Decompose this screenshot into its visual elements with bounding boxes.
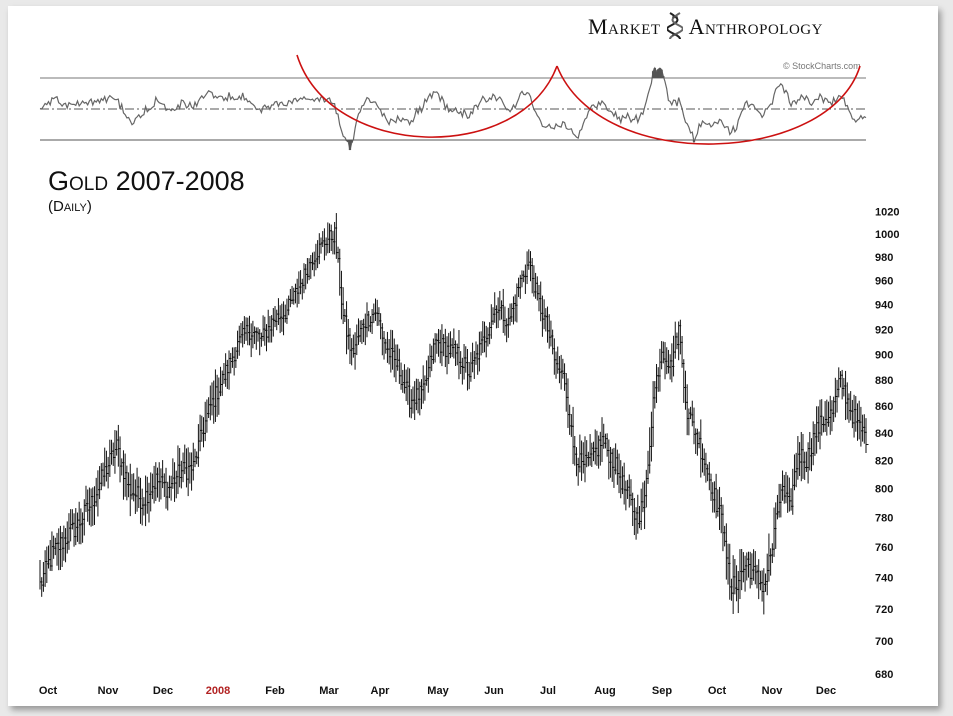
x-tick-label: Dec <box>816 685 836 697</box>
y-tick-label: 740 <box>875 573 893 585</box>
y-tick-label: 920 <box>875 324 893 336</box>
x-tick-label: Feb <box>265 685 285 697</box>
y-tick-label: 980 <box>875 252 893 264</box>
brand-left-text: Market <box>588 14 661 39</box>
x-tick-label: Nov <box>98 685 120 697</box>
x-tick-label: Sep <box>652 685 672 697</box>
y-tick-label: 700 <box>875 636 893 648</box>
y-tick-label: 900 <box>875 349 893 361</box>
x-tick-label: May <box>427 685 449 697</box>
x-tick-label: 2008 <box>206 685 230 697</box>
y-tick-label: 860 <box>875 401 893 413</box>
indicator-panel <box>39 54 867 151</box>
indicator-line <box>39 66 867 151</box>
red-arc-2 <box>556 65 861 145</box>
y-tick-label: 780 <box>875 513 893 525</box>
chart-title: Gold 2007-2008 <box>48 166 245 196</box>
x-tick-label: Apr <box>371 685 391 697</box>
x-tick-label: Oct <box>708 685 727 697</box>
x-tick-label: Oct <box>39 685 58 697</box>
x-tick-label: Jun <box>484 685 504 697</box>
y-tick-label: 680 <box>875 669 893 681</box>
x-axis: Oct Nov Dec 2008 Feb Mar Apr May Jun Jul Aug Sep Oct… <box>39 685 836 697</box>
y-axis: 680 700 720 740 760 780 800 820 840 860 880 900 920 9… <box>875 207 899 681</box>
dna-helix-icon <box>666 12 683 40</box>
y-tick-label: 1000 <box>875 229 899 241</box>
x-tick-label: Jul <box>540 685 556 697</box>
x-tick-label: Dec <box>153 685 173 697</box>
brand-logo: Market Anthropology <box>588 12 823 40</box>
y-tick-label: 1020 <box>875 207 899 219</box>
y-tick-label: 940 <box>875 300 893 312</box>
y-tick-label: 720 <box>875 604 893 616</box>
credit-text: © StockCharts.com <box>783 61 861 71</box>
brand-right-text: Anthropology <box>688 14 823 39</box>
chart-subtitle: (Daily) <box>48 198 92 215</box>
x-tick-label: Aug <box>594 685 615 697</box>
y-tick-label: 820 <box>875 455 893 467</box>
y-tick-label: 760 <box>875 542 893 554</box>
y-tick-label: 880 <box>875 375 893 387</box>
x-tick-label: Mar <box>319 685 339 697</box>
red-arc-1 <box>296 54 558 138</box>
y-tick-label: 840 <box>875 428 893 440</box>
y-tick-label: 800 <box>875 484 893 496</box>
price-panel <box>39 213 869 615</box>
x-tick-label: Nov <box>762 685 784 697</box>
y-tick-label: 960 <box>875 276 893 288</box>
